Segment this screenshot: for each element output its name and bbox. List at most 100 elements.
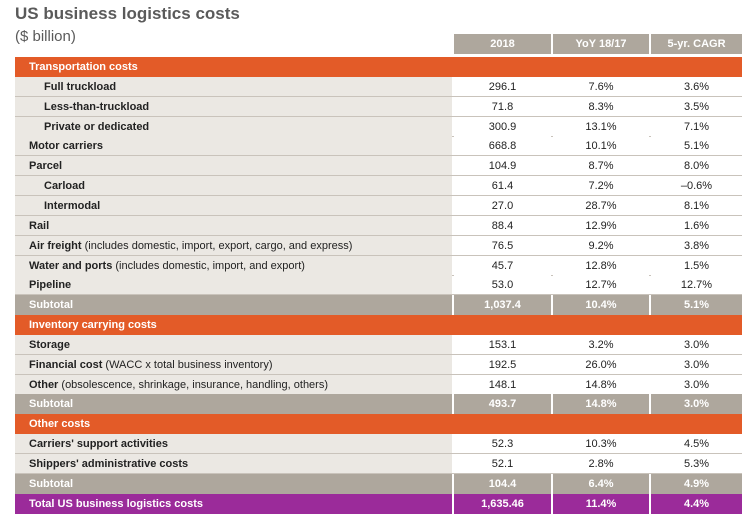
cell-background (15, 275, 452, 296)
cell-background (15, 76, 452, 97)
row-label: Subtotal (29, 398, 73, 411)
cell-background (553, 156, 649, 177)
cell-background (15, 354, 452, 375)
row-label: Other (obsolescence, shrinkage, insuranc… (29, 375, 328, 395)
row-background (15, 57, 742, 77)
cell-background (651, 334, 742, 355)
cell-background (454, 354, 551, 375)
row-label: Intermodal (44, 196, 100, 216)
value-2018: 300.9 (488, 120, 517, 133)
value-cagr: 12.7% (680, 279, 713, 292)
cell-background (553, 255, 649, 276)
value-cagr: 5.1% (683, 299, 710, 312)
row-label-main: Intermodal (44, 199, 101, 212)
value-cagr: 8.0% (683, 160, 710, 173)
row-background (15, 493, 742, 514)
row-label-main: Motor carriers (29, 140, 103, 153)
cell-background (553, 96, 649, 117)
section-header-row: Inventory carrying costs (15, 315, 742, 336)
value-2018: 71.8 (491, 100, 514, 113)
value-yoy: 10.1% (585, 140, 617, 153)
row-label-main: Water and ports (29, 259, 113, 272)
row-label-main: Shippers' administrative costs (29, 458, 189, 470)
cell-background (651, 176, 742, 197)
table-row: Carload 61.4 7.2% –0.6% (15, 176, 742, 197)
value-2018: 52.3 (491, 438, 514, 451)
value-cagr: 3.8% (683, 239, 710, 252)
table-row: Air freight (includes domestic, import, … (15, 235, 742, 256)
row-label-main: Pipeline (29, 279, 72, 292)
value-2018: 45.7 (491, 259, 514, 272)
value-cagr: 5.1% (683, 140, 710, 153)
value-cagr: 7.1% (683, 120, 710, 133)
column-separator (452, 493, 454, 514)
row-label: Pipeline (29, 275, 71, 295)
cell-background (454, 334, 551, 355)
column-separator (551, 473, 553, 494)
column-separator (452, 394, 454, 415)
section-title: Inventory carrying costs (29, 319, 157, 332)
cell-background (651, 275, 742, 296)
row-divider (15, 473, 742, 474)
cell-background (15, 156, 452, 177)
row-background (15, 315, 742, 336)
cell-background (15, 215, 452, 236)
value-cagr: –0.6% (680, 180, 713, 193)
row-divider (15, 175, 742, 177)
value-yoy: 12.9% (585, 219, 617, 232)
cell-background (553, 454, 649, 474)
cell-background (553, 76, 649, 97)
cell-background (15, 255, 452, 276)
cell-background (651, 255, 742, 276)
cell-background (553, 215, 649, 236)
section-title: Other costs (29, 418, 91, 431)
value-cagr: 4.4% (683, 497, 710, 510)
row-label-main: Rail (29, 219, 50, 232)
value-2018: 27.0 (491, 199, 514, 212)
value-yoy: 14.8% (585, 378, 617, 391)
value-2018: 153.1 (488, 338, 517, 351)
cell-background (651, 136, 742, 157)
cell-background (651, 354, 742, 375)
column-header-2018: 2018 (454, 34, 551, 54)
row-divider (15, 115, 742, 117)
cell-background (651, 76, 742, 97)
page-title: US business logistics costs (15, 4, 240, 23)
value-2018: 668.8 (488, 140, 517, 153)
value-2018: 1,635.46 (481, 497, 524, 510)
row-label-main: Full truckload (44, 80, 117, 93)
cell-background (651, 374, 742, 395)
cell-background (651, 195, 742, 216)
table-row: Shippers' administrative costs 52.1 2.8% 5.… (15, 454, 742, 474)
value-2018: 76.5 (491, 239, 514, 252)
page-subtitle: ($ billion) (15, 28, 76, 45)
cell-background (651, 156, 742, 177)
value-yoy: 2.8% (588, 458, 614, 470)
table-row: Less-than-truckload 71.8 8.3% 3.5% (15, 96, 742, 117)
cell-background (454, 215, 551, 236)
subtotal-row: Subtotal 104.4 6.4% 4.9% (15, 473, 742, 494)
value-cagr: 3.5% (683, 100, 710, 113)
value-yoy: 13.1% (585, 120, 617, 133)
cell-background (553, 116, 649, 137)
row-label: Less-than-truckload (44, 97, 149, 117)
row-divider (15, 453, 742, 455)
column-header-yoy: YoY 18/17 (553, 34, 649, 54)
table-row: Water and ports (includes domestic, impo… (15, 255, 742, 276)
cell-background (651, 96, 742, 117)
row-divider (15, 214, 742, 216)
cell-background (454, 454, 551, 474)
column-separator (551, 295, 553, 316)
cell-background (15, 96, 452, 117)
row-label: Rail (29, 216, 49, 236)
table-row: Intermodal 27.0 28.7% 8.1% (15, 195, 742, 216)
row-divider (15, 135, 742, 137)
cell-background (553, 235, 649, 256)
row-label-main: Parcel (29, 160, 63, 173)
row-divider (15, 254, 742, 256)
column-separator (551, 493, 553, 514)
row-label-main: Less-than-truckload (44, 100, 150, 113)
row-background (15, 295, 742, 316)
table-row: Private or dedicated 300.9 13.1% 7.1% (15, 116, 742, 137)
value-yoy: 28.7% (585, 199, 617, 212)
